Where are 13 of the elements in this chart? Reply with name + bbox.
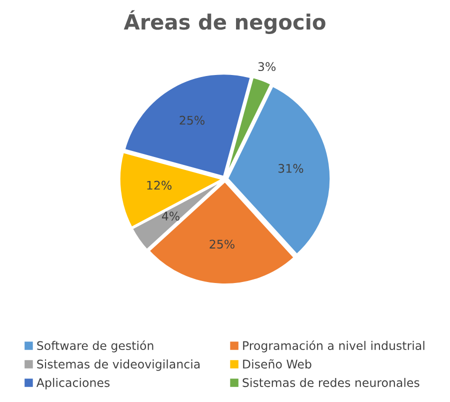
chart-title: Áreas de negocio bbox=[124, 10, 326, 34]
data-label: 3% bbox=[258, 62, 276, 72]
data-label: 4% bbox=[162, 212, 180, 221]
data-label: 31% bbox=[278, 164, 304, 173]
legend-label: Sistemas de redes neuronales bbox=[242, 378, 420, 388]
data-label: 12% bbox=[147, 180, 172, 190]
legend-label: Sistemas de videovigilancia bbox=[37, 359, 200, 371]
legend-label: Diseño Web bbox=[243, 359, 312, 369]
data-label: 25% bbox=[180, 116, 204, 125]
legend-label: Aplicaciones bbox=[36, 378, 110, 390]
data-label: 25% bbox=[210, 240, 234, 249]
legend-label: Programación a nivel industrial bbox=[243, 340, 424, 352]
legend-label: Software de gestión bbox=[37, 340, 154, 352]
